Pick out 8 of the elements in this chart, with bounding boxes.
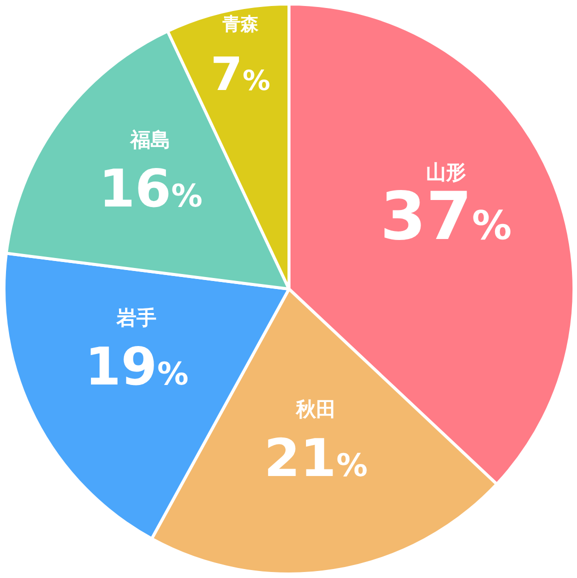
data-label: 16% bbox=[98, 159, 202, 220]
slice-label: 岩手 bbox=[116, 306, 157, 330]
data-label: 19% bbox=[84, 338, 188, 398]
data-label: 21% bbox=[264, 428, 368, 489]
slice-label: 福島 bbox=[130, 127, 171, 152]
data-label: 7% bbox=[210, 47, 270, 102]
slice-label: 秋田 bbox=[294, 396, 336, 421]
slice-label: 青森 bbox=[222, 14, 260, 36]
